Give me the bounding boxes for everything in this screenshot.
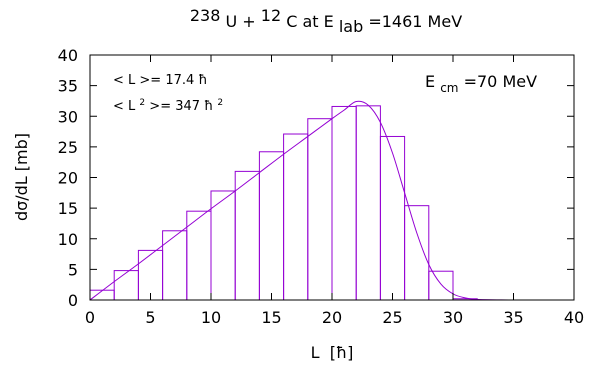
l2-prefix: < L bbox=[113, 99, 136, 114]
y-tick-label-5: 25 bbox=[58, 138, 78, 157]
x-tick-label-3: 15 bbox=[261, 308, 281, 327]
histogram-bar-3 bbox=[162, 230, 188, 301]
ecm-value: =70 MeV bbox=[464, 72, 538, 91]
title-sup-12: 12 bbox=[261, 6, 281, 25]
y-tick-label-3: 15 bbox=[58, 199, 78, 218]
x-tick-label-7: 35 bbox=[503, 308, 523, 327]
histogram-bar-14 bbox=[428, 270, 454, 301]
fit-curve bbox=[89, 100, 575, 301]
x-tick-label-6: 30 bbox=[443, 308, 463, 327]
ecm-prefix: E bbox=[425, 72, 435, 91]
y-tick-label-8: 40 bbox=[58, 46, 78, 65]
x-tick-label-8: 40 bbox=[564, 308, 584, 327]
histogram-bar-8 bbox=[283, 133, 309, 301]
histogram-bar-12 bbox=[379, 135, 406, 301]
fit-curve-group bbox=[89, 100, 575, 301]
x-tick-label-0: 0 bbox=[85, 308, 95, 327]
y-tick-label-4: 20 bbox=[58, 169, 78, 188]
title-u: U + bbox=[225, 12, 260, 31]
annotation-l2-mean: < L 2 >= 347 ħ 2 bbox=[113, 98, 223, 114]
annotation-ecm: E cm =70 MeV bbox=[425, 72, 537, 95]
l2-sup: 2 bbox=[139, 98, 145, 108]
y-tick-label-1: 5 bbox=[68, 260, 78, 279]
histogram-bar-11 bbox=[355, 105, 381, 301]
l2-mid: >= 347 ħ bbox=[149, 99, 213, 114]
title-energy: =1461 MeV bbox=[368, 12, 462, 31]
histogram-bins bbox=[89, 105, 478, 301]
histogram-bar-10 bbox=[331, 105, 357, 301]
ticks: 0 5 10 15 20 25 30 35 40 0 5 10 15 20 25 30 35 40 bbox=[58, 46, 585, 327]
y-tick-label-7: 35 bbox=[58, 77, 78, 96]
histogram-bar-2 bbox=[137, 249, 164, 301]
x-tick-label-4: 20 bbox=[322, 308, 342, 327]
histogram-bar-9 bbox=[307, 118, 333, 301]
histogram-bar-1 bbox=[113, 270, 139, 301]
ecm-sub: cm bbox=[440, 81, 458, 95]
chart-title: 238 U + 12 C at E lab =1461 MeV bbox=[190, 6, 462, 36]
title-sub-lab: lab bbox=[339, 17, 363, 36]
x-tick-label-1: 5 bbox=[145, 308, 155, 327]
histogram-bar-6 bbox=[234, 170, 260, 301]
histogram-bar-13 bbox=[404, 205, 430, 301]
annotation-l-mean: < L >= 17.4 ħ bbox=[113, 73, 207, 88]
y-axis-label: dσ/dL [mb] bbox=[12, 133, 31, 221]
x-tick-label-5: 25 bbox=[382, 308, 402, 327]
histogram-bar-7 bbox=[258, 151, 285, 301]
l2-unit-sup: 2 bbox=[217, 98, 223, 108]
y-tick-label-6: 30 bbox=[58, 107, 78, 126]
histogram-bar-0 bbox=[89, 289, 115, 301]
title-c-elab: C at E bbox=[286, 12, 334, 31]
histogram-bar-5 bbox=[210, 190, 236, 301]
x-tick-label-2: 10 bbox=[201, 308, 221, 327]
y-tick-label-2: 10 bbox=[58, 230, 78, 249]
y-tick-label-0: 0 bbox=[68, 291, 78, 310]
x-axis-label: L [ħ] bbox=[311, 343, 354, 362]
title-sup-238: 238 bbox=[190, 6, 221, 25]
